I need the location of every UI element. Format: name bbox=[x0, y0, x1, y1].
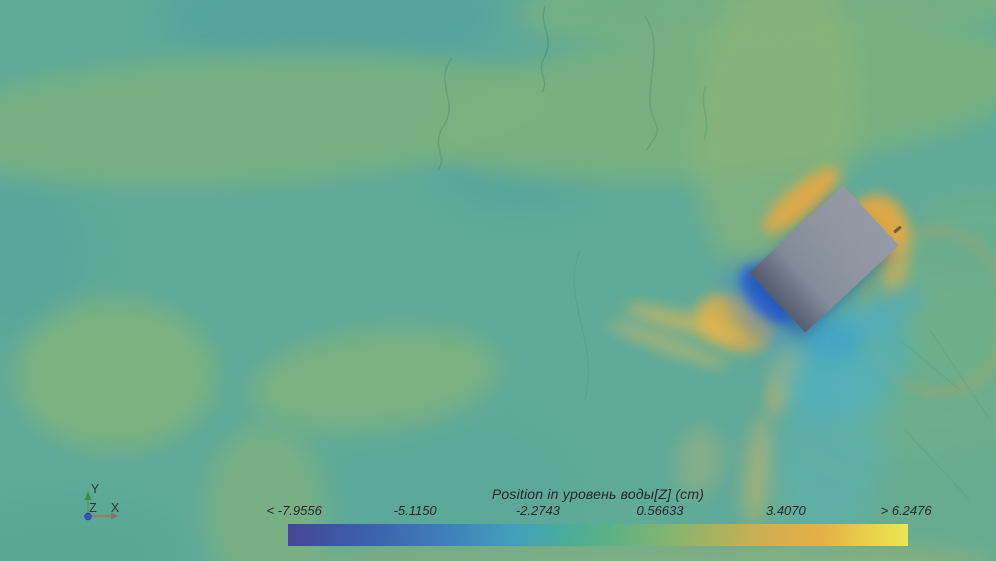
orientation-axes-widget: Y Z X bbox=[84, 482, 120, 521]
scalar-bar-tick: -5.1150 bbox=[393, 503, 437, 518]
scalar-bar-tick: < -7.9556 bbox=[266, 503, 322, 518]
scalar-bar-tick: 0.56633 bbox=[636, 503, 684, 518]
scalar-bar-tick: 3.4070 bbox=[765, 503, 806, 518]
water-light-blob bbox=[15, 300, 215, 450]
scalar-bar-tick: > 6.2476 bbox=[880, 503, 932, 518]
x-axis-arrow-icon bbox=[111, 512, 118, 520]
scalar-bar-tick: -2.2743 bbox=[515, 503, 560, 518]
scalar-bar-widget[interactable]: Position in уровень воды[Z] (cm) < -7.95… bbox=[260, 484, 960, 554]
z-axis-label: Z bbox=[89, 501, 97, 515]
y-axis-label: Y bbox=[91, 482, 100, 496]
z-axis-dot-icon bbox=[84, 512, 92, 521]
scalar-bar-ticks: < -7.9556 -5.1150 -2.2743 0.56633 3.4070… bbox=[267, 503, 932, 519]
scalar-bar-gradient bbox=[288, 524, 908, 546]
scalar-bar-title: Position in уровень воды[Z] (cm) bbox=[491, 486, 705, 502]
x-axis-label: X bbox=[111, 501, 120, 515]
y-axis-arrow-icon bbox=[84, 491, 92, 500]
